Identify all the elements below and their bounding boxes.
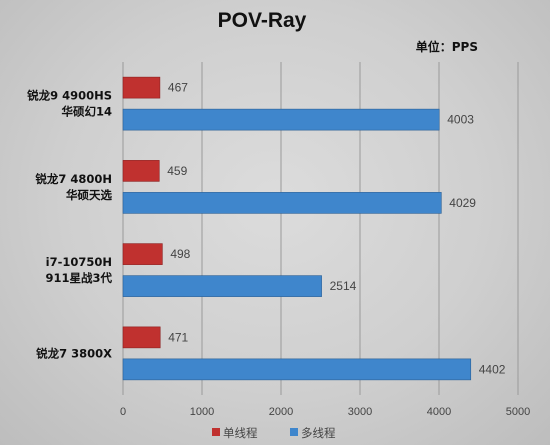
data-label: 4402	[479, 362, 506, 376]
x-tick-labels: 0 1000 2000 3000 4000 5000	[120, 406, 530, 418]
data-label: 498	[170, 247, 190, 261]
legend-label: 单线程	[223, 426, 258, 440]
x-tick-label: 1000	[190, 406, 214, 418]
data-label: 467	[168, 81, 188, 95]
category-label: 华硕天选	[66, 188, 112, 202]
data-label: 2514	[330, 279, 357, 293]
bar-multi-thread	[122, 275, 322, 297]
legend-swatch	[290, 428, 298, 436]
unit-label: 单位：PPS	[416, 39, 478, 54]
data-label: 4003	[447, 113, 474, 127]
category-labels: 锐龙9 4900HS 华硕幻14 锐龙7 4800H 华硕天选 i7-10750H 911…	[27, 89, 112, 361]
bar-single-thread	[122, 76, 161, 99]
legend: 单线程 多线程	[212, 426, 336, 440]
bar-single-thread	[122, 326, 161, 349]
x-tick-label: 3000	[348, 406, 372, 418]
category-label: 锐龙7 3800X	[36, 346, 112, 360]
category-label: 锐龙7 4800H	[35, 172, 112, 186]
category-label: i7-10750H	[46, 255, 112, 269]
bar-multi-thread	[122, 108, 440, 131]
bar-multi-thread	[122, 192, 442, 214]
x-tick-label: 5000	[506, 406, 530, 418]
bar-multi-thread	[122, 358, 472, 381]
legend-label: 多线程	[301, 426, 336, 440]
bar-single-thread	[122, 160, 160, 182]
chart-title: POV-Ray	[218, 9, 307, 32]
data-label: 459	[167, 164, 187, 178]
bars	[122, 76, 472, 381]
x-tick-label: 2000	[269, 406, 293, 418]
data-label: 471	[168, 330, 188, 344]
legend-swatch	[212, 428, 220, 436]
category-label: 华硕幻14	[61, 105, 112, 119]
data-label: 4029	[449, 196, 476, 210]
category-label: 911星战3代	[45, 271, 112, 285]
x-tick-label: 4000	[427, 406, 451, 418]
bar-single-thread	[122, 243, 163, 265]
x-tick-label: 0	[120, 406, 126, 418]
data-labels: 467 4003 459 4029 498 2514 471 4402	[167, 81, 506, 377]
category-label: 锐龙9 4900HS	[27, 89, 112, 103]
